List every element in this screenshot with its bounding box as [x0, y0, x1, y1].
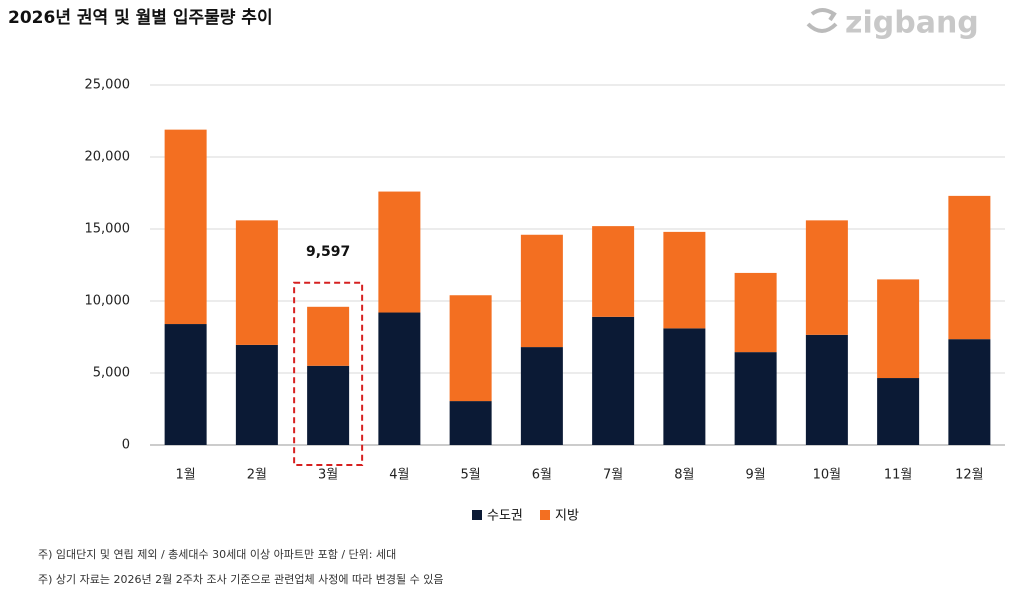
legend-label: 수도권 [487, 509, 523, 524]
bar-segment [164, 324, 207, 445]
bar-segment [663, 231, 706, 329]
footnote: 주) 상기 자료는 2026년 2월 2주차 조사 기준으로 관련업체 사정에 … [38, 572, 443, 586]
x-tick-label: 6월 [532, 468, 552, 483]
brand-name: zigbang [845, 6, 979, 41]
y-tick-label: 5,000 [93, 366, 130, 381]
annotation: 9,597 [306, 244, 350, 260]
bar-segment [520, 347, 563, 445]
legend-swatch [472, 510, 482, 520]
x-tick-label: 9월 [746, 468, 766, 483]
footnote: 주) 임대단지 및 연립 제외 / 총세대수 30세대 이상 아파트만 포함 /… [38, 548, 396, 561]
brand-logo: zigbang [806, 6, 979, 41]
bar-segment [663, 328, 706, 445]
bar-segment [449, 401, 492, 445]
bar-segment [592, 316, 635, 445]
y-tick-label: 20,000 [85, 150, 131, 165]
y-tick-label: 15,000 [85, 222, 131, 237]
x-tick-label: 12월 [955, 468, 984, 483]
bar-segment [520, 234, 563, 348]
x-tick-label: 7월 [603, 468, 623, 483]
legend-label: 지방 [555, 509, 579, 524]
bar-segment [877, 279, 920, 379]
y-tick-label: 0 [122, 438, 130, 453]
x-tick-label: 4월 [389, 468, 409, 483]
bar-segment [805, 334, 848, 445]
x-tick-label: 8월 [674, 468, 694, 483]
bar-segment [877, 378, 920, 445]
x-tick-label: 10월 [813, 468, 842, 483]
x-tick-label: 1월 [176, 468, 196, 483]
logo-icon [806, 8, 838, 33]
bar-segment [235, 220, 278, 345]
bar-segment [948, 339, 991, 445]
x-tick-label: 3월 [318, 468, 338, 483]
highlight-box [293, 281, 364, 466]
y-tick-label: 25,000 [85, 78, 131, 93]
bar-segment [307, 306, 350, 366]
bar-segment [378, 312, 421, 445]
bar-segment [592, 226, 635, 317]
x-tick-label: 5월 [461, 468, 481, 483]
y-tick-label: 10,000 [85, 294, 131, 309]
bar-segment [948, 195, 991, 340]
bar-segment [164, 129, 207, 325]
chart-title: 2026년 권역 및 월별 입주물량 추이 [8, 8, 273, 28]
bar-segment [449, 295, 492, 402]
x-tick-label: 2월 [247, 468, 267, 483]
bar-segment [805, 220, 848, 335]
bar-segment [734, 352, 777, 445]
bar-segment [734, 272, 777, 353]
bar-segment [378, 191, 421, 313]
legend-swatch [540, 510, 550, 520]
bar-segment [235, 344, 278, 445]
bar-segment [307, 365, 350, 445]
x-tick-label: 11월 [884, 468, 913, 483]
